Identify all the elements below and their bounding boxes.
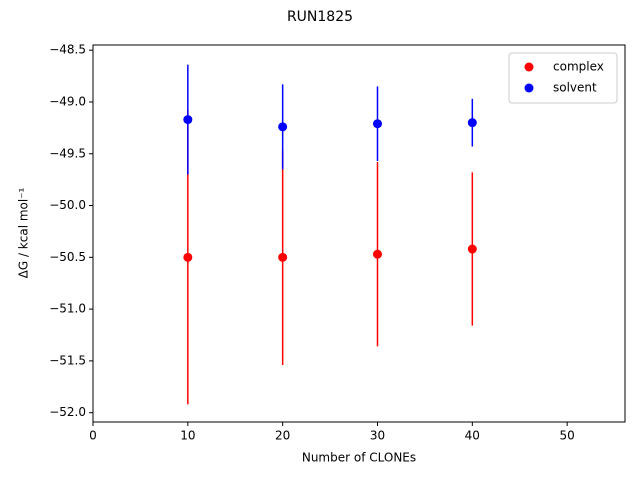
x-tick-label: 40 [465, 429, 480, 443]
point [278, 122, 288, 132]
x-tick-label: 30 [370, 429, 385, 443]
legend-box [508, 52, 618, 104]
point [372, 119, 382, 129]
y-tick-label: −48.5 [49, 43, 86, 57]
axes-frame [92, 44, 626, 423]
point [183, 115, 193, 125]
x-axis-label: Number of CLONEs [302, 451, 416, 465]
point [183, 252, 193, 262]
legend-label: complex [553, 60, 604, 74]
x-tick-label: 50 [560, 429, 575, 443]
y-tick-label: −51.0 [49, 302, 86, 316]
point [278, 252, 288, 262]
x-tick-label: 10 [180, 429, 195, 443]
y-tick-label: −50.0 [49, 198, 86, 212]
y-tick-label: −50.5 [49, 250, 86, 264]
legend-label: solvent [553, 81, 597, 95]
point [467, 118, 477, 128]
y-tick-label: −52.0 [49, 405, 86, 419]
legend-marker [524, 62, 534, 72]
chart-title: RUN1825 [287, 9, 353, 25]
point [467, 244, 477, 254]
y-tick-label: −51.5 [49, 353, 86, 367]
y-axis-label: ΔG / kcal mol⁻¹ [17, 187, 31, 278]
point [372, 249, 382, 259]
y-tick-label: −49.5 [49, 146, 86, 160]
x-tick-label: 0 [89, 429, 97, 443]
y-tick-label: −49.0 [49, 94, 86, 108]
legend-marker [524, 83, 534, 93]
x-tick-label: 20 [275, 429, 290, 443]
